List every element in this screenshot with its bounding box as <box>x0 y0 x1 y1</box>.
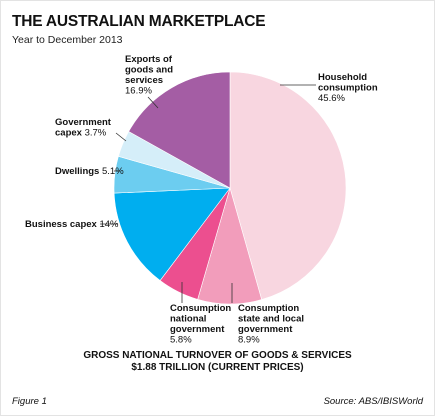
caption-line-2: $1.88 TRILLION (CURRENT PRICES) <box>131 362 304 373</box>
slice-label-dwellings: Dwellings 5.1% <box>55 166 124 177</box>
pie-slice-business-capex <box>113 187 231 281</box>
slice-label-consumption-state-and-local-government: Consumption state and local government 8.9% <box>238 303 304 346</box>
figure-number: Figure 1 <box>12 396 47 407</box>
slice-label-business-capex: Business capex 14% <box>25 219 119 230</box>
slice-label-consumption-national-government: Consumption national government 5.8% <box>170 303 231 346</box>
caption-line-1: GROSS NATIONAL TURNOVER OF GOODS & SERVI… <box>83 350 352 361</box>
slice-label-exports-of-goods-and-services: Exports of goods and services 16.9% <box>125 54 173 97</box>
slice-label-household-consumption: Household consumption 45.6% <box>318 72 378 104</box>
leader-line-government-capex <box>115 132 127 142</box>
chart-subtitle: Year to December 2013 <box>12 34 123 46</box>
pie-slice-household-consumption <box>229 71 347 300</box>
source-note: Source: ABS/IBISWorld <box>323 396 423 407</box>
pie-slice-exports-of-goods-and-services <box>128 71 231 189</box>
chart-title: THE AUSTRALIAN MARKETPLACE <box>12 13 266 30</box>
slice-label-government-capex: Government capex 3.7% <box>55 117 112 139</box>
chart-caption: GROSS NATIONAL TURNOVER OF GOODS & SERVI… <box>0 350 435 374</box>
leader-line-exports-of-goods-and-services <box>147 96 159 109</box>
